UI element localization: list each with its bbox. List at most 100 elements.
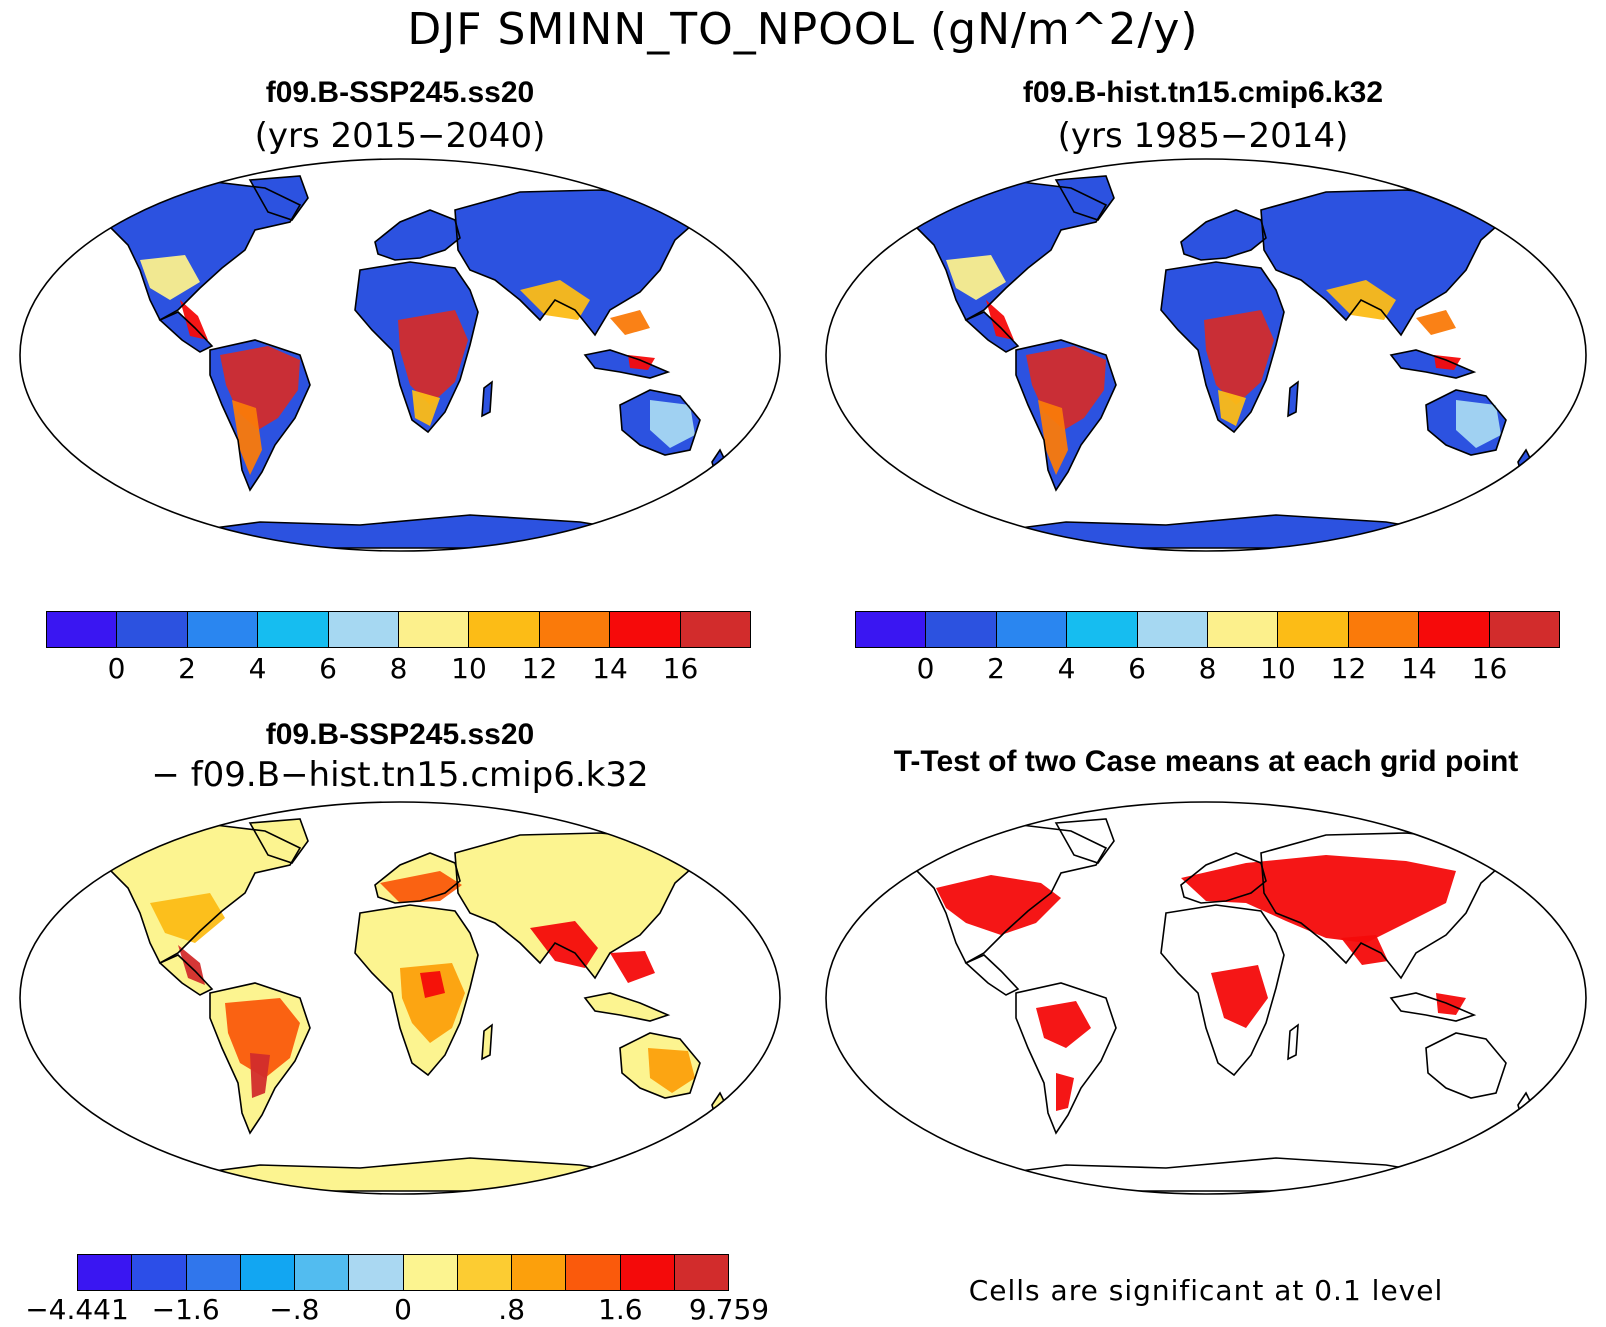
- land-greenland: [1056, 819, 1114, 863]
- panel-ttest-note: Cells are significant at 0.1 level: [968, 1274, 1444, 1307]
- panel-ttest-map: [825, 801, 1587, 1195]
- colorbar-box: [1278, 612, 1349, 647]
- coastline-southAmerica: [209, 339, 311, 492]
- land-indonesia: [585, 993, 668, 1021]
- coastline-europe: [1180, 209, 1267, 261]
- colorbar-box: [399, 612, 470, 647]
- coastline-centralAmerica: [158, 954, 214, 996]
- coastline-greenland: [1054, 175, 1115, 221]
- field-region: [412, 390, 440, 426]
- field-region: [250, 1053, 270, 1098]
- coastline-madagascar: [1287, 1023, 1299, 1061]
- colorbar-box: [1419, 612, 1490, 647]
- colorbar-box: [78, 1255, 133, 1290]
- colorbar-tick-label: 12: [1330, 652, 1367, 685]
- field-region: [420, 971, 445, 998]
- land-australia: [1426, 1033, 1506, 1098]
- colorbar-box: [1137, 612, 1209, 647]
- colorbar-tick-label: −.8: [269, 1293, 320, 1326]
- coastline-madagascar: [481, 1023, 493, 1061]
- land-europe: [1181, 210, 1266, 260]
- field-region: [1218, 390, 1246, 426]
- coastline-europe: [1180, 852, 1267, 904]
- colorbar-box: [295, 1255, 350, 1290]
- land-indonesia: [1391, 350, 1474, 378]
- field-region: [986, 300, 1014, 340]
- land-northAmerica: [95, 182, 300, 320]
- colorbar-box: [620, 1255, 675, 1290]
- colorbar-tick-label: 4: [1057, 652, 1076, 685]
- colorbar-box: [856, 612, 927, 647]
- panel-hist-title: f09.B-hist.tn15.cmip6.k32: [1022, 76, 1384, 109]
- land-centralAmerica: [966, 312, 1018, 352]
- field-region: [1036, 1001, 1091, 1048]
- coastline-centralAmerica: [964, 311, 1020, 353]
- land-nz: [1518, 450, 1532, 476]
- field-region: [1056, 1073, 1074, 1111]
- coastline-indonesia: [583, 349, 671, 379]
- field-region: [1181, 855, 1456, 943]
- land-europe: [375, 210, 460, 260]
- land-centralAmerica: [966, 955, 1018, 995]
- colorbar-tick-label: 16: [1471, 652, 1508, 685]
- panel-hist-colorbar: [855, 611, 1560, 648]
- coastline-centralAmerica: [964, 954, 1020, 996]
- colorbar-box: [258, 612, 329, 647]
- coastline-europe: [374, 852, 461, 904]
- colorbar-tick-label: 8: [389, 652, 408, 685]
- field-region: [1204, 310, 1274, 405]
- colorbar-box: [1208, 612, 1279, 647]
- coastline-africa: [354, 904, 479, 1077]
- colorbar-box: [132, 1255, 187, 1290]
- colorbar-tick-label: 0: [916, 652, 935, 685]
- coastline-southAmerica: [209, 982, 311, 1135]
- field-region: [1416, 310, 1456, 335]
- coastline-northAmerica: [899, 824, 1108, 965]
- map-land: [93, 175, 727, 549]
- panel-ssp245-subtitle: (yrs 2015−2040): [254, 116, 546, 156]
- colorbar-tick-label: −1.6: [151, 1293, 220, 1326]
- land-northAmerica: [95, 825, 300, 963]
- field-region: [610, 951, 655, 983]
- field-region: [1341, 935, 1388, 965]
- field-region: [232, 400, 262, 475]
- field-region: [398, 310, 468, 405]
- colorbar-box: [187, 612, 259, 647]
- colorbar-box: [469, 612, 540, 647]
- coastline-northAmerica: [93, 181, 302, 322]
- colorbar-box: [566, 1255, 621, 1290]
- land-northAmerica: [901, 182, 1106, 320]
- colorbar-box: [512, 1255, 567, 1290]
- map-frame: [825, 158, 1587, 552]
- land-indonesia: [585, 350, 668, 378]
- panel-ssp245-colorbar-labels: 0 2 4 6 8 10 12 14 16: [46, 652, 751, 686]
- coastline-australia: [619, 389, 701, 456]
- panel-ssp245-colorbar: [46, 611, 751, 648]
- map-frame: [825, 801, 1587, 1195]
- coastline-indonesia: [1389, 992, 1477, 1022]
- coastline-northAmerica: [93, 824, 302, 965]
- coastline-northAmerica: [899, 181, 1108, 322]
- colorbar-box: [1489, 612, 1560, 647]
- coastline-australia: [619, 1032, 701, 1099]
- coastline-madagascar: [1287, 380, 1299, 418]
- field-region: [936, 875, 1061, 935]
- coastline-greenland: [1054, 818, 1115, 864]
- coastline-indonesia: [1389, 349, 1477, 379]
- colorbar-tick-label: 6: [319, 652, 337, 685]
- land-centralAmerica: [160, 312, 212, 352]
- colorbar-box: [539, 612, 611, 647]
- coastline-africa: [1160, 261, 1285, 434]
- colorbar-box: [680, 612, 751, 647]
- colorbar-tick-label: 14: [592, 652, 628, 685]
- coastline-indonesia: [583, 992, 671, 1022]
- land-greenland: [1056, 176, 1114, 220]
- land-asia: [455, 190, 700, 335]
- field-region: [225, 998, 300, 1078]
- map-land: [93, 818, 727, 1192]
- colorbar-tick-label: 2: [178, 652, 196, 685]
- land-nz: [1518, 1093, 1532, 1119]
- colorbar-tick-label: 4: [248, 652, 267, 685]
- field-region: [650, 400, 695, 448]
- colorbar-tick-label: 0: [394, 1293, 412, 1326]
